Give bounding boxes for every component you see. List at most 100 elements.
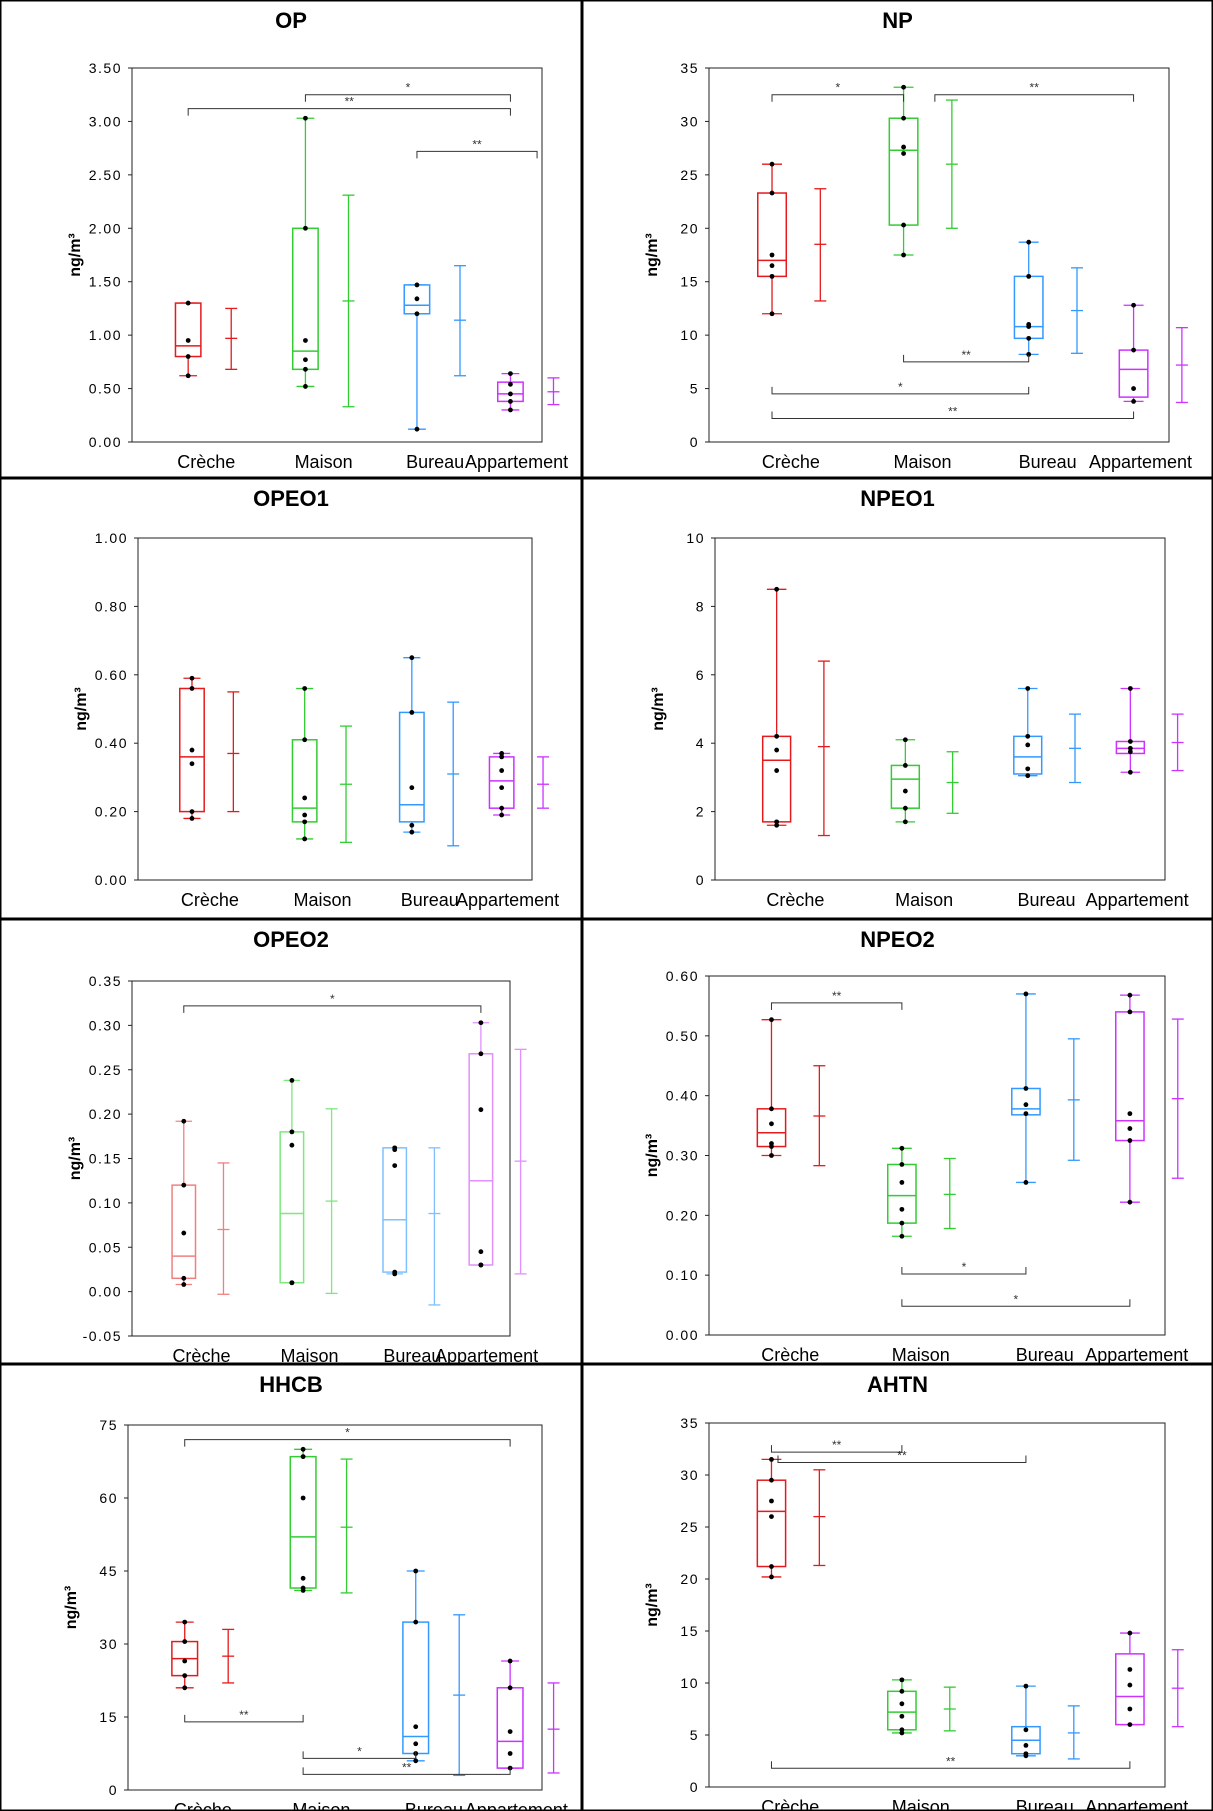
box-Bureau xyxy=(403,265,466,432)
significance-label: * xyxy=(1014,1292,1019,1306)
data-point xyxy=(181,1118,187,1124)
x-category-label: Bureau xyxy=(1017,890,1075,910)
data-point xyxy=(182,1619,188,1625)
significance-bracket: ** xyxy=(777,1449,1027,1464)
x-category-label: Bureau xyxy=(401,890,459,910)
x-category-label: Maison xyxy=(895,890,953,910)
y-tick-label: 0.60 xyxy=(95,667,128,683)
bracket-line xyxy=(304,94,511,102)
data-point xyxy=(185,373,191,379)
data-point xyxy=(1023,1086,1029,1091)
chart-panel-2: OPEO1 0.00 0.20 0.40 0.60 0.80 1.00 ng/m³ Crèche… xyxy=(0,478,582,919)
data-point xyxy=(899,1727,905,1733)
x-category-label: Bureau xyxy=(1019,452,1077,472)
bracket-line xyxy=(770,1761,1131,1769)
significance-bracket: * xyxy=(183,992,482,1013)
data-point xyxy=(1127,1722,1133,1727)
data-point xyxy=(1127,992,1133,998)
box-Appartement xyxy=(1115,1630,1184,1728)
y-tick-label: 30 xyxy=(99,1636,118,1652)
y-tick-label: -0.05 xyxy=(83,1328,122,1344)
data-point xyxy=(901,151,906,156)
data-point xyxy=(185,338,191,343)
chart-svg: AHTN 0 5 10 15 20 25 30 35 ng/m³ Crèche Maison Burea… xyxy=(582,1364,1213,1811)
iqr-box xyxy=(756,1479,787,1568)
data-point xyxy=(392,1145,398,1151)
box-Bureau xyxy=(1011,1683,1080,1760)
data-point xyxy=(1023,1111,1029,1117)
data-point xyxy=(769,1498,774,1504)
chart-title: NPEO2 xyxy=(860,927,935,952)
bracket-line xyxy=(770,1002,903,1010)
significance-label: ** xyxy=(948,404,958,418)
data-point xyxy=(413,1758,419,1764)
data-point xyxy=(1127,769,1133,775)
data-point xyxy=(508,391,513,397)
data-point xyxy=(508,371,513,377)
y-tick-label: 0 xyxy=(109,1782,118,1798)
panel-border xyxy=(0,919,582,1364)
significance-label: ** xyxy=(345,95,355,109)
chart-panel-1: NP 0 5 10 15 20 25 30 35 ng/m³ Crèche Maison Bureau A… xyxy=(582,0,1213,478)
data-point xyxy=(899,1180,905,1185)
chart-title: OP xyxy=(275,8,307,33)
box-Maison xyxy=(887,1145,956,1239)
data-point xyxy=(508,398,513,404)
significance-label: * xyxy=(357,1744,362,1758)
x-category-label: Crèche xyxy=(172,1346,230,1364)
data-point xyxy=(189,816,195,821)
y-tick-label: 30 xyxy=(680,1467,699,1483)
plot-frame xyxy=(708,1422,1166,1788)
box-Crèche xyxy=(174,300,238,379)
data-point xyxy=(289,1280,295,1286)
data-point xyxy=(774,822,780,828)
data-point xyxy=(413,1619,419,1625)
data-point xyxy=(303,384,308,389)
y-tick-label: 0.05 xyxy=(89,1239,122,1255)
y-tick-label: 0.00 xyxy=(89,1284,122,1300)
iqr-box xyxy=(887,1163,917,1224)
significance-label: ** xyxy=(832,989,842,1003)
data-point xyxy=(1127,1199,1133,1205)
data-point xyxy=(769,263,775,269)
iqr-box xyxy=(488,756,515,809)
data-point xyxy=(769,190,775,196)
significance-label: * xyxy=(898,380,903,394)
data-point xyxy=(303,225,308,231)
x-category-label: Maison xyxy=(281,1346,339,1364)
significance-label: * xyxy=(406,81,411,95)
bracket-line xyxy=(771,411,1135,419)
panel-border xyxy=(582,478,1213,919)
y-tick-label: 75 xyxy=(99,1417,118,1433)
data-point xyxy=(189,809,195,814)
chart-title: NP xyxy=(882,8,913,33)
box-Appartement xyxy=(488,751,550,818)
data-point xyxy=(478,1249,484,1255)
data-point xyxy=(499,751,505,756)
y-tick-label: 0.10 xyxy=(89,1195,122,1211)
iqr-box xyxy=(887,1690,917,1731)
data-point xyxy=(902,805,908,811)
panel-border xyxy=(582,1364,1213,1811)
y-axis-label: ng/m³ xyxy=(644,233,661,277)
data-point xyxy=(899,1220,905,1226)
y-axis-label: ng/m³ xyxy=(67,1137,84,1181)
data-point xyxy=(901,252,906,258)
chart-panel-7: AHTN 0 5 10 15 20 25 30 35 ng/m³ Crèche Maison Burea… xyxy=(582,1364,1213,1811)
data-point xyxy=(182,1685,188,1691)
x-category-label: Crèche xyxy=(174,1800,232,1811)
data-point xyxy=(899,1206,905,1212)
data-point xyxy=(769,1121,774,1127)
data-point xyxy=(1023,1683,1029,1689)
data-point xyxy=(899,1145,905,1151)
box-Bureau xyxy=(382,1145,441,1306)
data-point xyxy=(1025,766,1031,772)
chart-title: OPEO2 xyxy=(253,927,329,952)
data-point xyxy=(303,366,308,372)
x-category-label: Crèche xyxy=(766,890,824,910)
significance-bracket: * xyxy=(304,81,511,102)
box-Maison xyxy=(289,1446,353,1594)
box-Maison xyxy=(890,737,959,825)
data-point xyxy=(508,407,513,413)
plot-frame xyxy=(137,537,533,881)
